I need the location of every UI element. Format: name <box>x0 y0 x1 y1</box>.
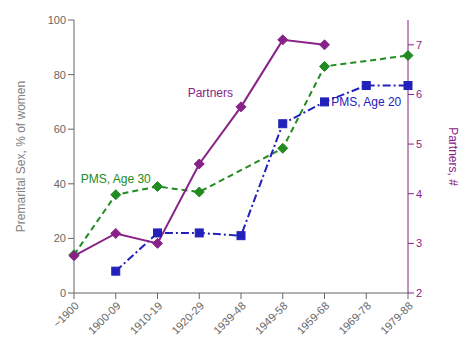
svg-text:2: 2 <box>416 287 422 299</box>
svg-text:Premarital Sex, % of women: Premarital Sex, % of women <box>14 81 28 232</box>
svg-text:1939-48: 1939-48 <box>211 299 248 336</box>
svg-text:~1900: ~1900 <box>51 299 81 329</box>
svg-text:1910-19: 1910-19 <box>127 299 164 336</box>
svg-text:1979-88: 1979-88 <box>378 299 415 336</box>
svg-text:100: 100 <box>48 14 66 26</box>
svg-text:5: 5 <box>416 138 422 150</box>
svg-text:4: 4 <box>416 188 422 200</box>
svg-text:Partners, #: Partners, # <box>446 127 460 186</box>
svg-text:60: 60 <box>54 123 66 135</box>
svg-text:Partners: Partners <box>188 86 233 100</box>
svg-text:40: 40 <box>54 178 66 190</box>
svg-text:0: 0 <box>60 287 66 299</box>
svg-text:20: 20 <box>54 232 66 244</box>
svg-text:1959-68: 1959-68 <box>294 299 331 336</box>
svg-text:3: 3 <box>416 237 422 249</box>
svg-text:PMS, Age 30: PMS, Age 30 <box>81 172 151 186</box>
svg-text:1969-78: 1969-78 <box>336 299 373 336</box>
svg-text:80: 80 <box>54 69 66 81</box>
svg-text:1920-29: 1920-29 <box>169 299 206 336</box>
svg-text:1949-58: 1949-58 <box>253 299 290 336</box>
svg-text:PMS, Age 20: PMS, Age 20 <box>331 95 401 109</box>
svg-text:7: 7 <box>416 39 422 51</box>
svg-text:1900-09: 1900-09 <box>86 299 123 336</box>
svg-text:6: 6 <box>416 88 422 100</box>
